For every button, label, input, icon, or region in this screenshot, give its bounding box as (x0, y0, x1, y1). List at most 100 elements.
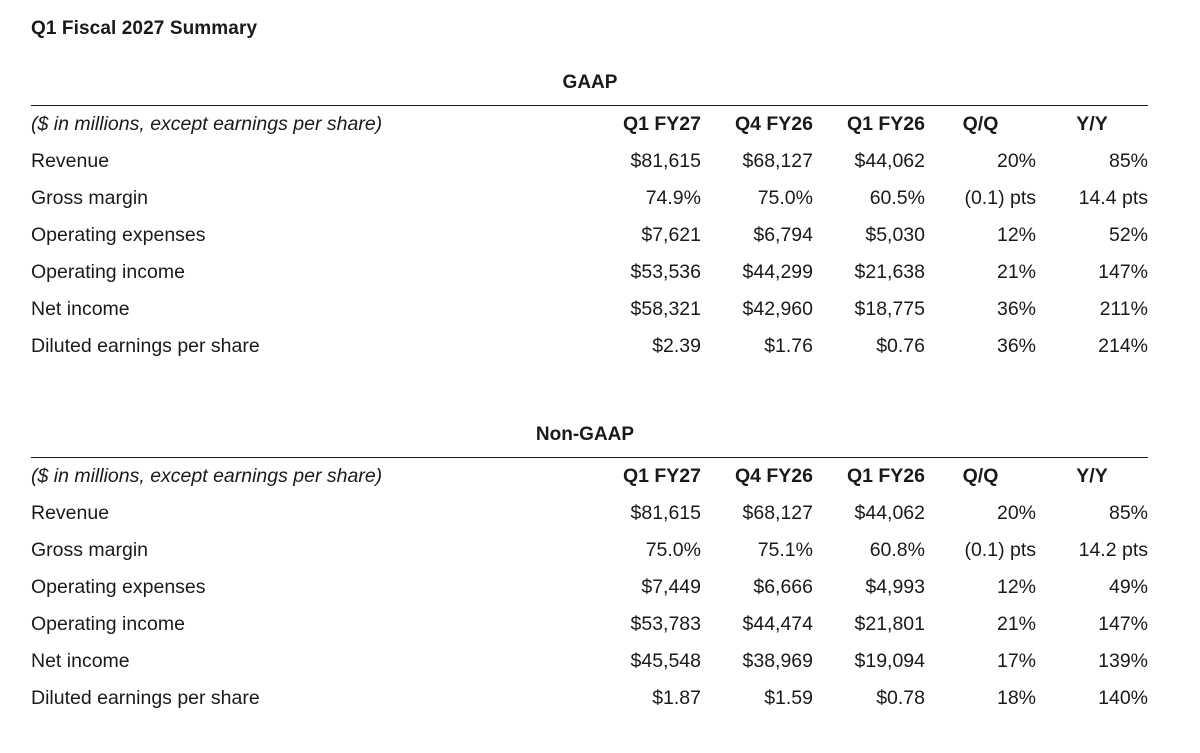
table-cell: $42,960 (742, 298, 814, 320)
table-cell: 17% (996, 650, 1036, 672)
table-cell: 75.1% (757, 539, 813, 561)
table-cell: 139% (1098, 650, 1148, 672)
table-cell: $2.39 (652, 335, 701, 357)
table-cell: $81,615 (630, 150, 702, 172)
table-cell: $44,062 (854, 150, 926, 172)
table-header-row: ($ in millions, except earnings per shar… (31, 458, 1148, 495)
table-cell: 18% (996, 687, 1036, 709)
table-cell: $44,474 (742, 613, 814, 635)
table-cell: 60.8% (869, 539, 925, 561)
table-cell: $21,638 (854, 261, 926, 283)
table-cell: 74.9% (645, 187, 701, 209)
table-row: Gross margin 74.9% 75.0% 60.5% (0.1) pts… (31, 180, 1148, 217)
table-cell: 75.0% (757, 187, 813, 209)
table-cell: 147% (1098, 261, 1148, 283)
table-cell: 214% (1098, 335, 1148, 357)
table-row: Operating income $53,783 $44,474 $21,801… (31, 606, 1148, 643)
row-label: Gross margin (31, 187, 149, 209)
table-cell: $45,548 (630, 650, 702, 672)
table-cell: $1.59 (764, 687, 813, 709)
table-cell: $7,621 (641, 224, 701, 246)
table-cell: (0.1) pts (964, 187, 1036, 209)
section-label-gaap: GAAP (562, 72, 618, 93)
row-label: Net income (31, 298, 130, 320)
table-row: Net income $58,321 $42,960 $18,775 36% 2… (31, 291, 1148, 328)
table-cell: $7,449 (641, 576, 701, 598)
row-label: Diluted earnings per share (31, 687, 260, 709)
column-header-qq: Q/Q (962, 113, 999, 135)
row-label: Diluted earnings per share (31, 335, 260, 357)
table-cell: 21% (996, 261, 1036, 283)
table-row: Operating expenses $7,449 $6,666 $4,993 … (31, 569, 1148, 606)
table-cell: $0.76 (876, 335, 925, 357)
column-header-q1-fy27: Q1 FY27 (622, 465, 701, 487)
table-cell: $19,094 (854, 650, 926, 672)
table-cell: $6,794 (753, 224, 813, 246)
row-label: Revenue (31, 502, 110, 524)
table-cell: 49% (1108, 576, 1148, 598)
column-header-qq: Q/Q (962, 465, 999, 487)
table-cell: 52% (1108, 224, 1148, 246)
table-cell: $5,030 (865, 224, 925, 246)
table-cell: $21,801 (854, 613, 926, 635)
table-cell: 75.0% (645, 539, 701, 561)
table-row: Diluted earnings per share $2.39 $1.76 $… (31, 328, 1148, 365)
row-label: Operating expenses (31, 224, 206, 246)
table-cell: $68,127 (742, 502, 814, 524)
header-rule (31, 457, 1148, 458)
table-cell: (0.1) pts (964, 539, 1036, 561)
table-cell: 12% (996, 224, 1036, 246)
table-row: Net income $45,548 $38,969 $19,094 17% 1… (31, 643, 1148, 680)
table-row: Operating income $53,536 $44,299 $21,638… (31, 254, 1148, 291)
row-label: Gross margin (31, 539, 149, 561)
table-cell: $0.78 (876, 687, 925, 709)
header-rule (31, 105, 1148, 106)
table-cell: 211% (1099, 298, 1148, 320)
table-cell: 85% (1108, 150, 1148, 172)
column-header-yy: Y/Y (1076, 113, 1108, 135)
table-cell: $53,536 (630, 261, 702, 283)
column-header-q1-fy27: Q1 FY27 (622, 113, 701, 135)
table-cell: $1.76 (764, 335, 813, 357)
table-cell: 20% (996, 502, 1036, 524)
table-cell: 36% (996, 298, 1036, 320)
table-cell: $44,299 (742, 261, 814, 283)
table-row: Revenue $81,615 $68,127 $44,062 20% 85% (31, 495, 1148, 532)
table-cell: $68,127 (742, 150, 814, 172)
table-cell: 140% (1098, 687, 1148, 709)
table-cell: 14.4 pts (1078, 187, 1148, 209)
column-header-q4-fy26: Q4 FY26 (734, 113, 813, 135)
column-header-units: ($ in millions, except earnings per shar… (31, 113, 383, 135)
table-row: Operating expenses $7,621 $6,794 $5,030 … (31, 217, 1148, 254)
table-cell: $1.87 (652, 687, 701, 709)
non-gaap-table: ($ in millions, except earnings per shar… (31, 458, 1148, 717)
row-label: Operating income (31, 613, 185, 635)
table-row: Diluted earnings per share $1.87 $1.59 $… (31, 680, 1148, 717)
table-cell: 147% (1098, 613, 1148, 635)
column-header-q1-fy26: Q1 FY26 (846, 113, 925, 135)
row-label: Operating expenses (31, 576, 206, 598)
row-label: Revenue (31, 150, 110, 172)
row-label: Operating income (31, 261, 185, 283)
table-cell: 20% (996, 150, 1036, 172)
table-cell: 21% (996, 613, 1036, 635)
table-row: Revenue $81,615 $68,127 $44,062 20% 85% (31, 143, 1148, 180)
page-title: Q1 Fiscal 2027 Summary (31, 18, 258, 39)
column-header-yy: Y/Y (1076, 465, 1108, 487)
table-row: Gross margin 75.0% 75.1% 60.8% (0.1) pts… (31, 532, 1148, 569)
table-cell: 14.2 pts (1078, 539, 1148, 561)
table-cell: 85% (1108, 502, 1148, 524)
gaap-table: ($ in millions, except earnings per shar… (31, 106, 1148, 365)
table-cell: 60.5% (869, 187, 925, 209)
column-header-q4-fy26: Q4 FY26 (734, 465, 813, 487)
table-cell: $4,993 (865, 576, 925, 598)
table-cell: 12% (996, 576, 1036, 598)
row-label: Net income (31, 650, 130, 672)
table-cell: $53,783 (630, 613, 702, 635)
table-cell: $6,666 (753, 576, 813, 598)
column-header-q1-fy26: Q1 FY26 (846, 465, 925, 487)
table-cell: $38,969 (742, 650, 814, 672)
table-cell: 36% (996, 335, 1036, 357)
section-label-non-gaap: Non-GAAP (535, 424, 635, 445)
table-header-row: ($ in millions, except earnings per shar… (31, 106, 1148, 143)
